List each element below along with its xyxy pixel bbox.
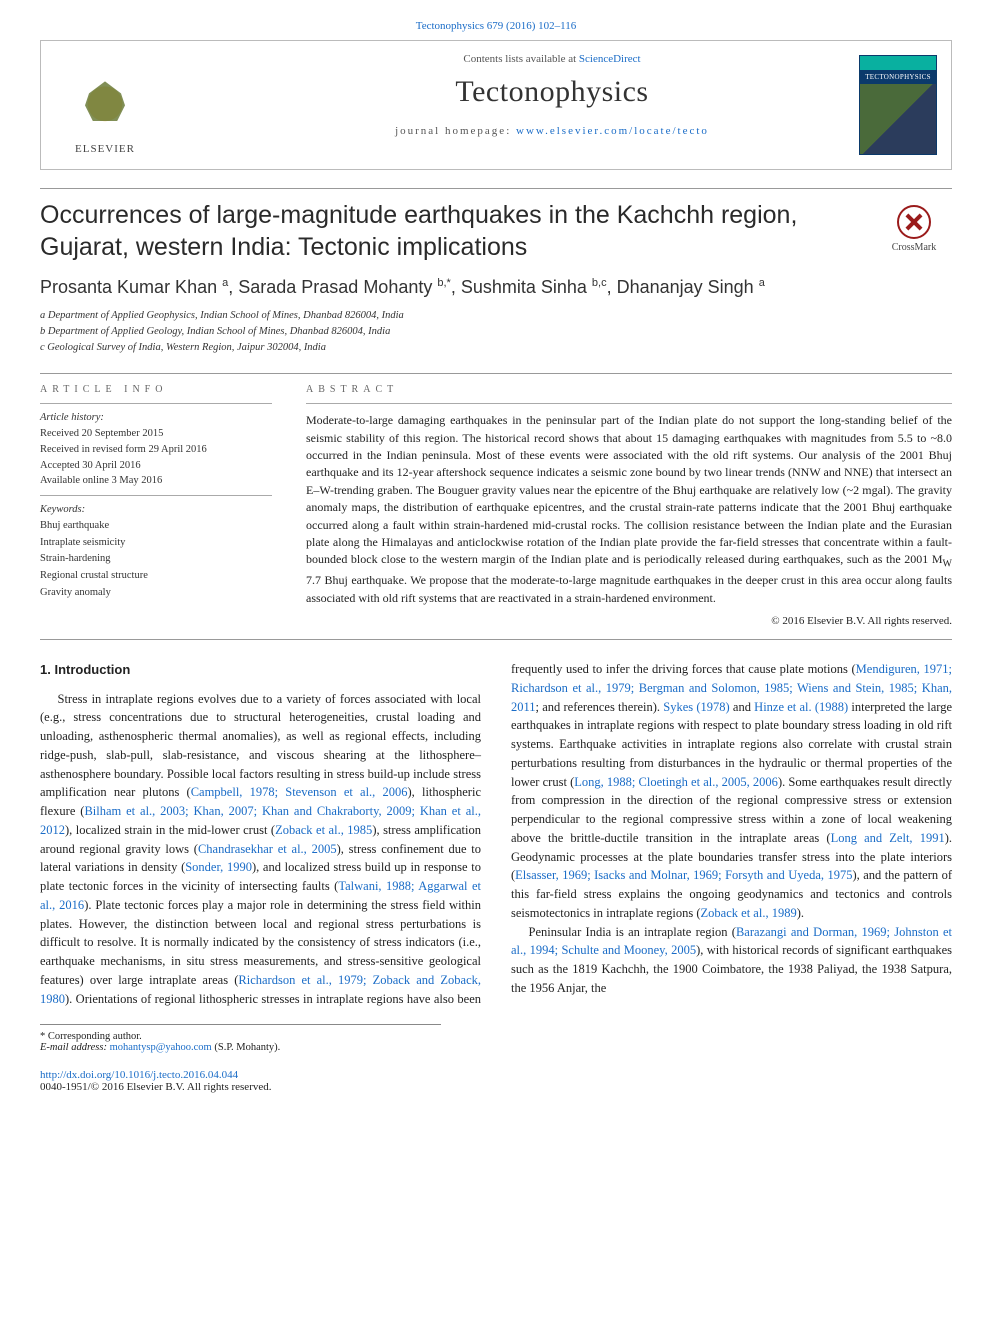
history-line: Received 20 September 2015 [40, 426, 272, 442]
citation-ref[interactable]: Zoback et al., 1989 [701, 906, 797, 920]
section-heading: 1. Introduction [40, 660, 481, 680]
paper-title: Occurrences of large-magnitude earthquak… [40, 199, 860, 263]
email-suffix: (S.P. Mohanty). [212, 1042, 281, 1053]
journal-cover-thumbnail: TECTONOPHYSICS [859, 55, 937, 155]
copyright-line: © 2016 Elsevier B.V. All rights reserved… [306, 615, 952, 627]
crossmark-label: CrossMark [892, 242, 936, 253]
running-citation: Tectonophysics 679 (2016) 102–116 [40, 20, 952, 32]
sciencedirect-link[interactable]: ScienceDirect [579, 53, 641, 65]
homepage-link[interactable]: www.elsevier.com/locate/tecto [516, 125, 709, 137]
homepage-label: journal homepage: [395, 125, 516, 137]
journal-name: Tectonophysics [171, 75, 933, 109]
abstract-column: abstract Moderate-to-large damaging eart… [306, 384, 952, 627]
divider [40, 639, 952, 640]
keyword: Intraplate seismicity [40, 535, 272, 552]
author-list: Prosanta Kumar Khan a, Sarada Prasad Moh… [40, 277, 952, 298]
elsevier-logo: ELSEVIER [55, 55, 155, 155]
article-info-column: article info Article history: Received 2… [40, 384, 272, 627]
doi-block: http://dx.doi.org/10.1016/j.tecto.2016.0… [40, 1069, 952, 1093]
crossmark-widget[interactable]: CrossMark [876, 199, 952, 253]
citation-ref[interactable]: Hinze et al. (1988) [754, 700, 848, 714]
keywords-label: Keywords: [40, 504, 85, 515]
issn-copyright: 0040-1951/© 2016 Elsevier B.V. All right… [40, 1081, 272, 1093]
citation-ref[interactable]: Sonder, 1990 [185, 860, 252, 874]
footnote-block: * Corresponding author. E-mail address: … [40, 1024, 441, 1053]
keyword: Strain-hardening [40, 551, 272, 568]
cover-title: TECTONOPHYSICS [860, 70, 936, 84]
history-label: Article history: [40, 412, 104, 423]
citation-ref[interactable]: Chandrasekhar et al., 2005 [198, 842, 337, 856]
article-info-heading: article info [40, 384, 272, 395]
body-paragraph: Peninsular India is an intraplate region… [511, 923, 952, 998]
citation-ref[interactable]: Sykes (1978) [663, 700, 729, 714]
crossmark-icon [897, 205, 931, 239]
citation-ref[interactable]: Elsasser, 1969; Isacks and Molnar, 1969;… [515, 868, 852, 882]
contents-text: Contents lists available at [463, 53, 578, 65]
affiliations: a Department of Applied Geophysics, Indi… [40, 308, 952, 355]
citation-ref[interactable]: Long, 1988; Cloetingh et al., 2005, 2006 [574, 775, 778, 789]
doi-link[interactable]: http://dx.doi.org/10.1016/j.tecto.2016.0… [40, 1069, 238, 1081]
body-columns: 1. Introduction Stress in intraplate reg… [40, 660, 952, 1008]
author-email-link[interactable]: mohantysp@yahoo.com [110, 1042, 212, 1053]
keyword: Bhuj earthquake [40, 518, 272, 535]
corresponding-note: * Corresponding author. [40, 1031, 441, 1042]
citation-ref[interactable]: Campbell, 1978; Stevenson et al., 2006 [191, 785, 408, 799]
citation-link[interactable]: Tectonophysics 679 (2016) 102–116 [416, 20, 576, 32]
citation-ref[interactable]: Long and Zelt, 1991 [831, 831, 945, 845]
history-line: Accepted 30 April 2016 [40, 458, 272, 474]
elsevier-wordmark: ELSEVIER [75, 143, 135, 155]
history-line: Available online 3 May 2016 [40, 473, 272, 489]
keyword: Gravity anomaly [40, 585, 272, 602]
affiliation: c Geological Survey of India, Western Re… [40, 340, 952, 356]
divider [40, 188, 952, 189]
abstract-heading: abstract [306, 384, 952, 395]
divider [40, 373, 952, 374]
history-line: Received in revised form 29 April 2016 [40, 442, 272, 458]
abstract-text: Moderate-to-large damaging earthquakes i… [306, 412, 952, 607]
journal-header: ELSEVIER TECTONOPHYSICS Contents lists a… [40, 40, 952, 170]
keyword: Regional crustal structure [40, 568, 272, 585]
affiliation: a Department of Applied Geophysics, Indi… [40, 308, 952, 324]
email-label: E-mail address: [40, 1042, 110, 1053]
citation-ref[interactable]: Zoback et al., 1985 [275, 823, 372, 837]
elsevier-tree-icon [73, 75, 137, 139]
affiliation: b Department of Applied Geology, Indian … [40, 324, 952, 340]
